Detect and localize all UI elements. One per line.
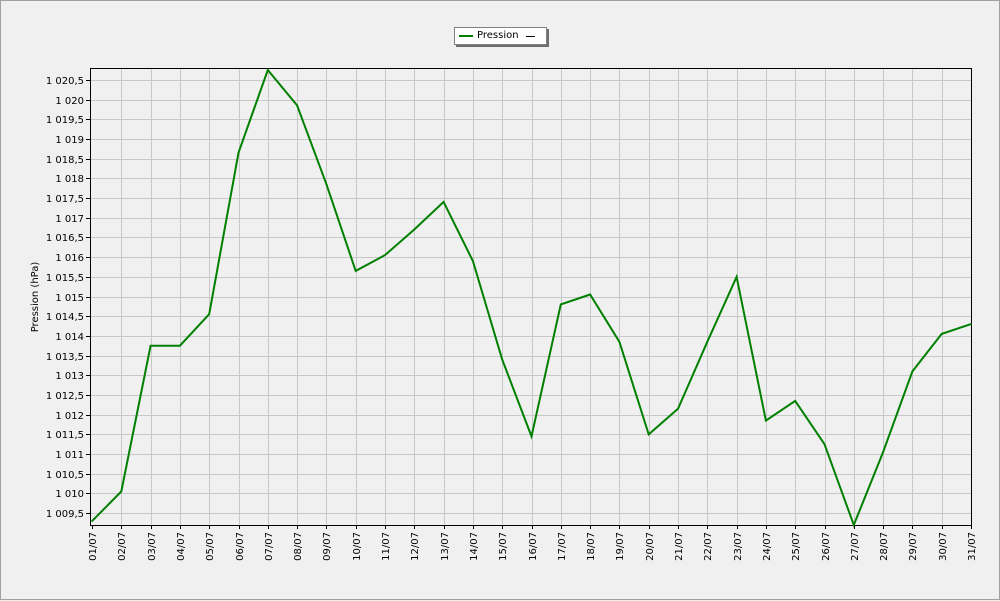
x-tick-label: 30/07 (938, 532, 949, 561)
x-tick-label: 27/07 (850, 532, 861, 561)
y-tick-label: 1 018 (55, 174, 84, 185)
x-tick-label: 15/07 (498, 532, 509, 561)
y-tick-label: 1 020 (55, 96, 84, 107)
y-tick-label: 1 013,5 (46, 352, 84, 363)
x-tick-label: 04/07 (176, 532, 187, 561)
data-point (560, 303, 562, 306)
y-tick-label: 1 019,5 (46, 115, 84, 126)
y-tick-label: 1 014 (55, 332, 84, 343)
x-tick-label: 17/07 (557, 532, 568, 561)
x-tick-label: 12/07 (410, 532, 421, 561)
x-tick-label: 10/07 (352, 532, 363, 561)
y-tick-label: 1 015 (55, 293, 84, 304)
y-tick-label: 1 011 (55, 450, 84, 461)
data-point (237, 151, 240, 154)
y-tick-label: 1 017 (55, 214, 84, 225)
x-tick-label: 07/07 (264, 532, 275, 561)
data-point (530, 435, 533, 438)
data-point (589, 293, 591, 296)
data-point (677, 408, 679, 410)
x-ticks: 01/07 02/07 03/07 04/07 05/07 06/07 07/07 08/07… (88, 525, 978, 561)
x-tick-label: 31/07 (967, 532, 978, 561)
x-tick-label: 11/07 (381, 532, 392, 561)
y-tick-label: 1 016 (55, 253, 84, 264)
data-point (911, 370, 914, 373)
y-tick-label: 1 017,5 (46, 194, 84, 205)
data-point (472, 260, 474, 262)
x-tick-label: 13/07 (440, 532, 451, 561)
data-point (91, 520, 93, 522)
data-point (325, 183, 328, 185)
x-tick-label: 28/07 (879, 532, 890, 561)
data-point (442, 201, 445, 203)
y-tick-label: 1 014,5 (46, 312, 84, 323)
y-tick-label: 1 020,5 (46, 76, 84, 87)
x-tick-label: 06/07 (235, 532, 246, 561)
x-tick-label: 02/07 (117, 532, 128, 561)
data-point (706, 341, 709, 343)
x-tick-label: 18/07 (586, 532, 597, 561)
x-tick-label: 25/07 (791, 532, 802, 561)
data-point (354, 270, 357, 272)
x-tick-label: 19/07 (615, 532, 626, 561)
x-tick-label: 29/07 (908, 532, 919, 561)
data-point (853, 524, 855, 526)
x-tick-label: 14/07 (469, 532, 480, 561)
x-tick-label: 05/07 (205, 532, 216, 561)
y-tick-label: 1 013 (55, 371, 84, 382)
y-tick-label: 1 012,5 (46, 391, 84, 402)
x-tick-label: 16/07 (528, 532, 539, 561)
data-point (296, 104, 298, 107)
legend-line-swatch (459, 35, 473, 37)
y-tick-label: 1 016,5 (46, 233, 84, 244)
y-tick-label: 1 009,5 (46, 509, 84, 520)
x-tick-label: 20/07 (645, 532, 656, 561)
x-tick-label: 24/07 (762, 532, 773, 561)
legend-marker-dash (525, 35, 535, 37)
data-point (765, 419, 767, 422)
data-point (208, 313, 210, 316)
legend: Pression (454, 27, 547, 45)
x-tick-label: 23/07 (733, 532, 744, 561)
y-tick-label: 1 019 (55, 135, 84, 146)
y-tick-label: 1 010,5 (46, 470, 84, 481)
data-point (179, 344, 181, 347)
data-point (120, 490, 123, 493)
data-point (149, 344, 152, 347)
data-point (794, 400, 796, 402)
x-tick-label: 21/07 (674, 532, 685, 561)
x-tick-label: 09/07 (322, 532, 333, 561)
x-tick-label: 22/07 (703, 532, 714, 561)
x-tick-label: 01/07 (88, 532, 99, 561)
y-ticks: 1 009,5 1 010 1 010,5 1 011 1 011,5 1 012 1 01… (46, 76, 90, 520)
data-point (501, 358, 504, 361)
data-point (384, 254, 386, 256)
data-point (267, 69, 269, 71)
y-tick-label: 1 015,5 (46, 273, 84, 284)
legend-label: Pression (477, 30, 519, 41)
x-tick-label: 08/07 (293, 532, 304, 561)
y-tick-label: 1 011,5 (46, 430, 84, 441)
data-point (413, 228, 416, 231)
x-tick-label: 03/07 (147, 532, 158, 561)
series (91, 68, 972, 528)
data-point (940, 333, 943, 335)
y-tick-label: 1 010 (55, 489, 84, 500)
y-tick-label: 1 012 (55, 411, 84, 422)
data-point (823, 443, 826, 446)
data-point (647, 433, 650, 436)
grid (90, 68, 971, 525)
data-point (882, 451, 884, 453)
data-point (970, 323, 972, 325)
axes (90, 68, 972, 526)
y-tick-label: 1 018,5 (46, 155, 84, 166)
data-point (618, 341, 621, 343)
data-point (735, 276, 738, 278)
plot-area (90, 68, 971, 525)
x-tick-label: 26/07 (821, 532, 832, 561)
